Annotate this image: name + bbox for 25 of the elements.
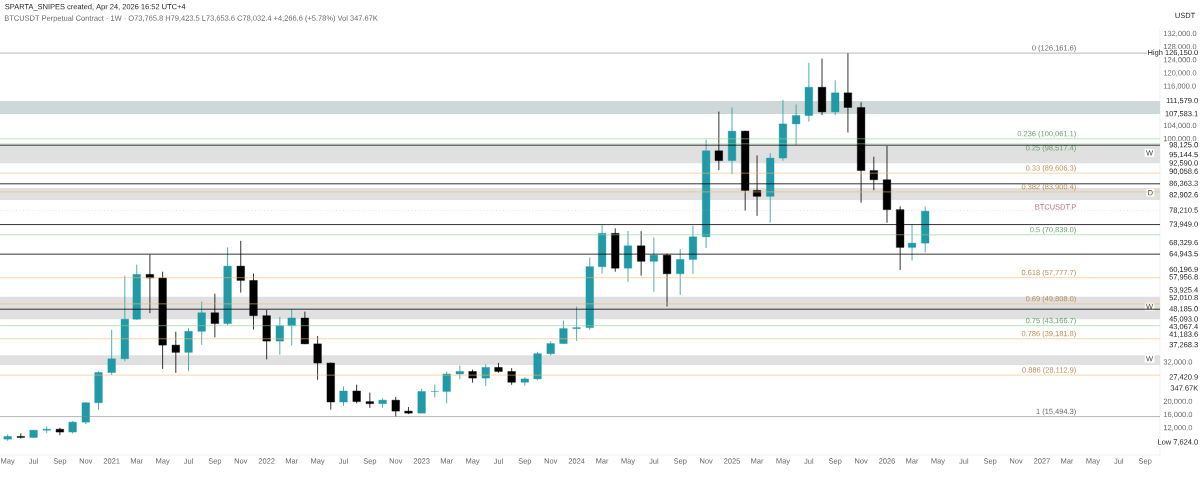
candlestick bbox=[442, 371, 451, 404]
candlestick bbox=[339, 386, 348, 407]
candlestick bbox=[792, 104, 801, 146]
candlestick bbox=[430, 384, 439, 398]
candlestick bbox=[365, 392, 374, 409]
candlestick bbox=[287, 308, 296, 346]
candlestick bbox=[391, 396, 400, 418]
candlestick bbox=[623, 230, 633, 283]
candlestick bbox=[352, 384, 361, 404]
candlestick bbox=[572, 306, 581, 342]
candlestick bbox=[688, 225, 697, 275]
candlestick bbox=[275, 316, 284, 356]
candlestick bbox=[197, 301, 206, 346]
candlestick bbox=[55, 427, 64, 436]
candlestick bbox=[831, 79, 840, 116]
candlestick bbox=[649, 237, 658, 293]
candlestick bbox=[417, 388, 426, 414]
candlestick bbox=[676, 248, 685, 296]
candlestick bbox=[81, 401, 90, 425]
candlestick bbox=[908, 224, 917, 261]
candlestick bbox=[843, 52, 852, 133]
candlestick bbox=[184, 327, 193, 372]
candlestick bbox=[313, 335, 322, 381]
candlestick bbox=[107, 329, 116, 376]
candlestick bbox=[171, 331, 180, 374]
